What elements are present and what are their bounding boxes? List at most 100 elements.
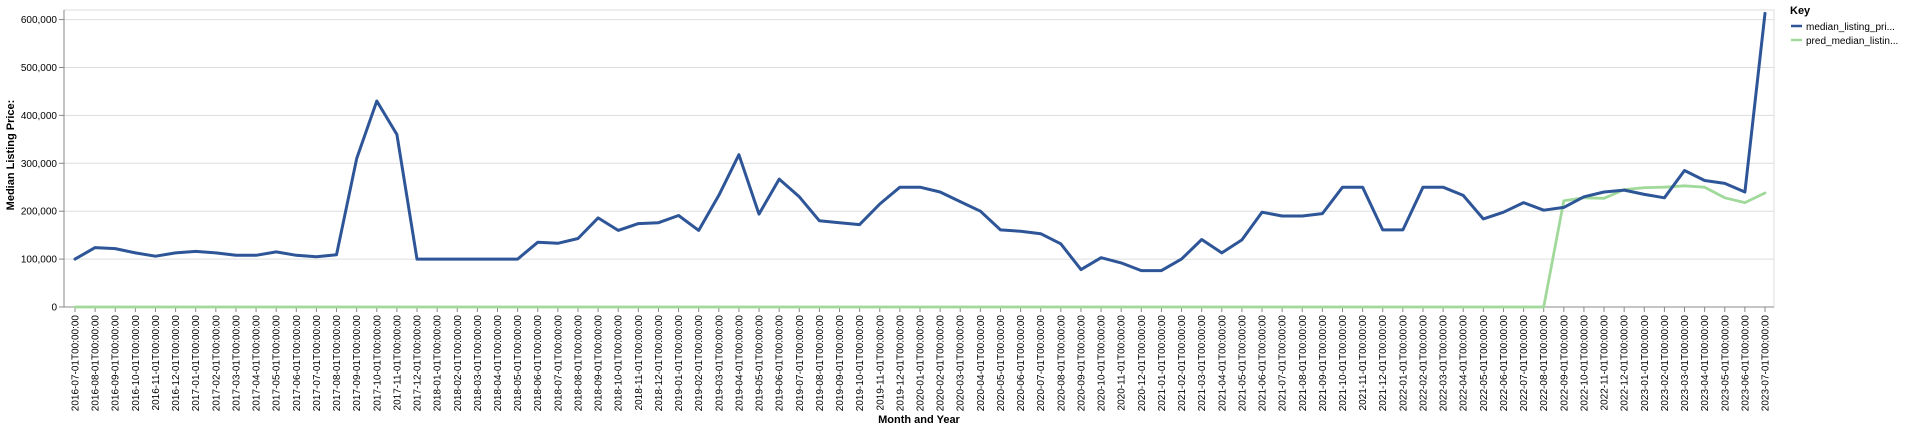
y-tick-label: 600,000: [21, 15, 58, 26]
legend-title: Key: [1790, 5, 1811, 17]
x-tick-label: 2020-09-01T00:00:00: [1076, 315, 1087, 412]
x-tick-label: 2016-11-01T00:00:00: [151, 315, 162, 411]
x-tick-label: 2018-06-01T00:00:00: [533, 315, 544, 412]
x-tick-label: 2020-04-01T00:00:00: [976, 315, 987, 412]
legend-label-median: median_listing_pri...: [1806, 22, 1895, 33]
x-tick-label: 2018-08-01T00:00:00: [573, 315, 584, 412]
x-tick-label: 2018-10-01T00:00:00: [614, 315, 625, 412]
x-tick-label: 2018-02-01T00:00:00: [453, 315, 464, 412]
x-tick-label: 2018-07-01T00:00:00: [553, 315, 564, 412]
x-tick-label: 2021-10-01T00:00:00: [1338, 315, 1349, 412]
x-tick-label: 2018-01-01T00:00:00: [433, 315, 444, 412]
x-tick-label: 2022-02-01T00:00:00: [1418, 315, 1429, 412]
y-axis: 0 100,000 200,000 300,000 400,000 500,000 600,…: [21, 10, 65, 314]
x-tick-label: 2023-05-01T00:00:00: [1720, 315, 1731, 412]
x-tick-label: 2017-10-01T00:00:00: [372, 315, 383, 412]
x-tick-label: 2017-12-01T00:00:00: [413, 315, 424, 412]
x-tick-label: 2021-09-01T00:00:00: [1318, 315, 1329, 412]
x-tick-label: 2017-11-01T00:00:00: [392, 315, 403, 411]
x-tick-label: 2019-01-01T00:00:00: [674, 315, 685, 412]
x-tick-label: 2018-09-01T00:00:00: [594, 315, 605, 412]
x-tick-label: 2023-04-01T00:00:00: [1700, 315, 1711, 412]
x-tick-label: 2018-05-01T00:00:00: [513, 315, 524, 412]
x-tick-label: 2017-01-01T00:00:00: [191, 315, 202, 412]
x-tick-label: 2016-12-01T00:00:00: [171, 315, 182, 412]
x-axis-title: Month and Year: [878, 414, 960, 426]
x-tick-label: 2017-09-01T00:00:00: [352, 315, 363, 412]
x-tick-label: 2023-07-01T00:00:00: [1761, 315, 1772, 412]
x-tick-label: 2022-06-01T00:00:00: [1499, 315, 1510, 412]
x-tick-label: 2020-12-01T00:00:00: [1137, 315, 1148, 412]
x-tick-label: 2022-12-01T00:00:00: [1620, 315, 1631, 412]
legend-label-pred: pred_median_listin...: [1806, 36, 1898, 47]
x-tick-label: 2020-05-01T00:00:00: [996, 315, 1007, 412]
y-axis-title: Median Listing Price:: [5, 100, 17, 211]
x-tick-label: 2017-05-01T00:00:00: [272, 315, 283, 412]
x-tick-label: 2018-03-01T00:00:00: [473, 315, 484, 412]
x-tick-label: 2020-01-01T00:00:00: [916, 315, 927, 412]
x-tick-label: 2019-07-01T00:00:00: [795, 315, 806, 412]
x-tick-label: 2021-02-01T00:00:00: [1177, 315, 1188, 412]
x-tick-label: 2017-06-01T00:00:00: [292, 315, 303, 412]
x-tick-label: 2022-04-01T00:00:00: [1459, 315, 1470, 412]
x-tick-label: 2018-11-01T00:00:00: [634, 315, 645, 411]
x-tick-label: 2022-11-01T00:00:00: [1600, 315, 1611, 411]
x-tick-label: 2016-10-01T00:00:00: [131, 315, 142, 412]
x-tick-label: 2018-04-01T00:00:00: [493, 315, 504, 412]
x-tick-label: 2017-07-01T00:00:00: [312, 315, 323, 412]
grid-lines: [63, 9, 1775, 308]
x-tick-label: 2022-07-01T00:00:00: [1519, 315, 1530, 412]
x-tick-label: 2019-05-01T00:00:00: [755, 315, 766, 412]
x-tick-label: 2023-06-01T00:00:00: [1740, 315, 1751, 412]
x-tick-label: 2021-01-01T00:00:00: [1157, 315, 1168, 412]
x-tick-label: 2017-08-01T00:00:00: [332, 315, 343, 412]
x-tick-label: 2023-02-01T00:00:00: [1660, 315, 1671, 412]
x-tick-label: 2020-07-01T00:00:00: [1036, 315, 1047, 412]
x-tick-label: 2021-03-01T00:00:00: [1197, 315, 1208, 412]
x-tick-label: 2019-02-01T00:00:00: [694, 315, 705, 412]
plot-frame: [63, 9, 1775, 308]
x-tick-label: 2020-06-01T00:00:00: [1016, 315, 1027, 412]
series-lines: [73, 11, 1767, 309]
x-tick-label: 2019-04-01T00:00:00: [734, 315, 745, 412]
x-tick-label: 2019-09-01T00:00:00: [835, 315, 846, 412]
x-tick-label: 2016-08-01T00:00:00: [91, 315, 102, 412]
y-tick-label: 200,000: [21, 207, 58, 218]
y-tick-label: 100,000: [21, 255, 58, 266]
x-tick-label: 2020-03-01T00:00:00: [956, 315, 967, 412]
x-tick-label: 2022-03-01T00:00:00: [1439, 315, 1450, 412]
series-line-pred-median-listing-price: [73, 184, 1767, 309]
x-tick-label: 2021-07-01T00:00:00: [1278, 315, 1289, 412]
x-tick-label: 2017-03-01T00:00:00: [231, 315, 242, 412]
x-tick-label: 2023-03-01T00:00:00: [1680, 315, 1691, 412]
x-tick-label: 2021-05-01T00:00:00: [1237, 315, 1248, 412]
x-tick-label: 2022-09-01T00:00:00: [1559, 315, 1570, 412]
x-tick-label: 2019-11-01T00:00:00: [875, 315, 886, 411]
x-axis: 2016-07-01T00:00:00 2016-08-01T00:00:00 20…: [64, 306, 1774, 412]
x-tick-label: 2021-08-01T00:00:00: [1298, 315, 1309, 412]
x-tick-label: 2022-08-01T00:00:00: [1539, 315, 1550, 412]
y-tick-label: 400,000: [21, 111, 58, 122]
legend: Key median_listing_pri... pred_median_li…: [1790, 5, 1898, 47]
x-tick-label: 2022-05-01T00:00:00: [1479, 315, 1490, 412]
x-tick-label: 2022-10-01T00:00:00: [1579, 315, 1590, 412]
x-tick-label: 2016-09-01T00:00:00: [111, 315, 122, 412]
x-tick-label: 2016-07-01T00:00:00: [71, 315, 82, 412]
x-tick-label: 2019-06-01T00:00:00: [775, 315, 786, 412]
x-tick-label: 2020-10-01T00:00:00: [1097, 315, 1108, 412]
x-tick-label: 2019-03-01T00:00:00: [714, 315, 725, 412]
x-tick-label: 2019-12-01T00:00:00: [895, 315, 906, 412]
x-tick-label: 2022-01-01T00:00:00: [1398, 315, 1409, 412]
x-tick-label: 2020-11-01T00:00:00: [1117, 315, 1128, 411]
x-tick-label: 2017-04-01T00:00:00: [252, 315, 263, 412]
x-tick-label: 2020-08-01T00:00:00: [1056, 315, 1067, 412]
x-tick-label: 2020-02-01T00:00:00: [936, 315, 947, 412]
y-tick-label: 500,000: [21, 63, 58, 74]
x-tick-label: 2019-10-01T00:00:00: [855, 315, 866, 412]
x-tick-label: 2021-04-01T00:00:00: [1217, 315, 1228, 412]
x-tick-label: 2019-08-01T00:00:00: [815, 315, 826, 412]
x-tick-label: 2017-02-01T00:00:00: [211, 315, 222, 412]
y-tick-label: 0: [51, 303, 57, 314]
x-tick-label: 2021-11-01T00:00:00: [1358, 315, 1369, 411]
